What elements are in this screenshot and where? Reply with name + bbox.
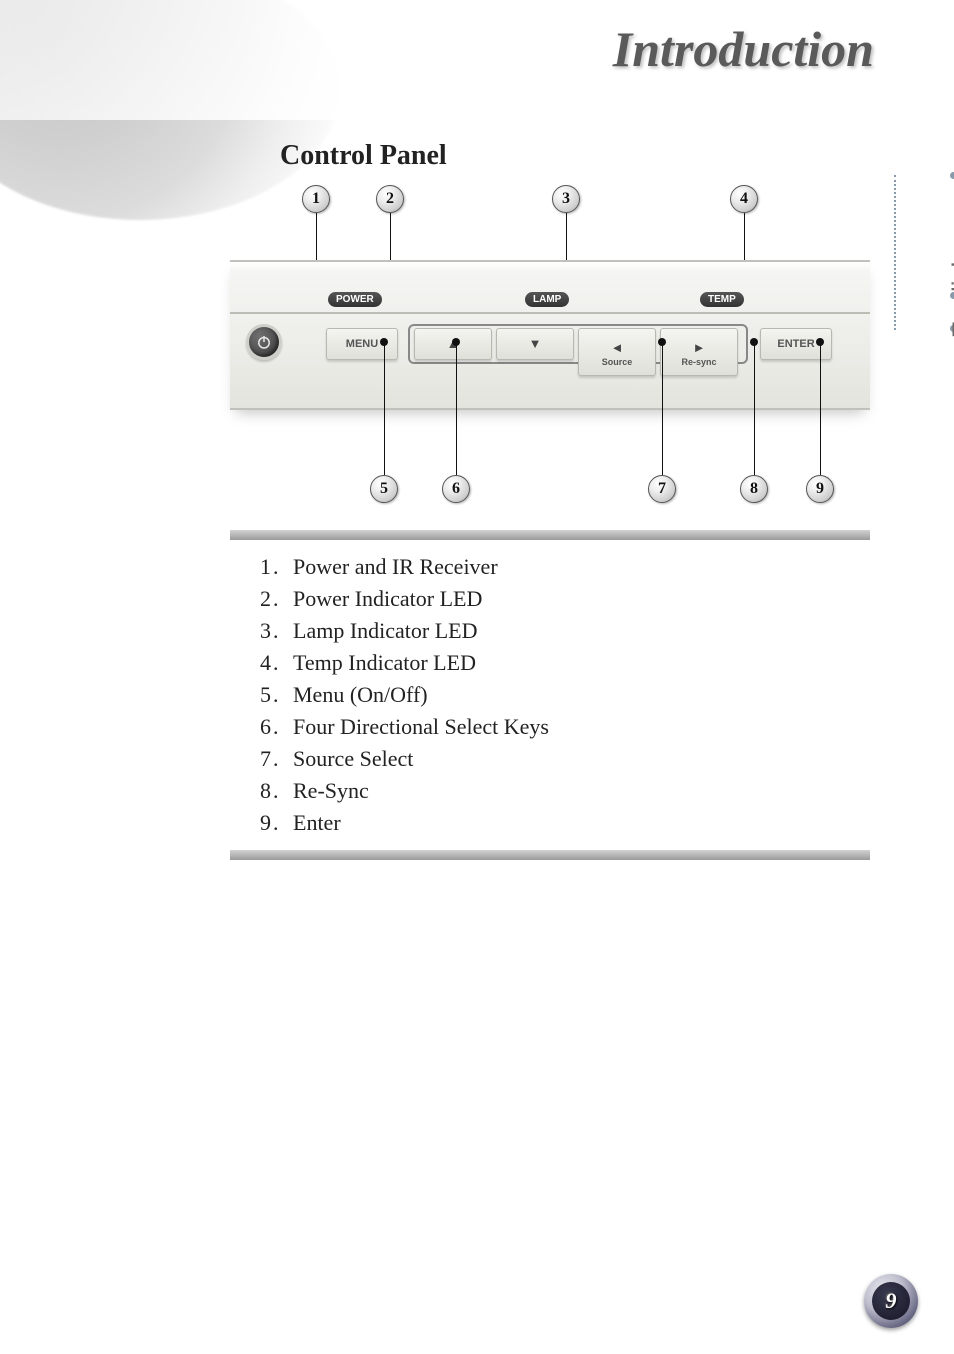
divider-top [230, 530, 870, 540]
callout-1: 1 [302, 185, 330, 213]
legend-item-number: 1 [243, 551, 271, 583]
legend-item-text: Power and IR Receiver [293, 551, 498, 583]
callout-5: 5 [370, 475, 398, 503]
legend-item-text: Four Directional Select Keys [293, 711, 549, 743]
legend-item-text: Menu (On/Off) [293, 679, 428, 711]
legend-item-dot: . [271, 711, 293, 743]
callout-8: 8 [740, 475, 768, 503]
legend-item-number: 9 [243, 807, 271, 839]
legend-item: 9.Enter [243, 807, 549, 839]
legend-item-text: Enter [293, 807, 341, 839]
legend-item: 1.Power and IR Receiver [243, 551, 549, 583]
legend-item: 6.Four Directional Select Keys [243, 711, 549, 743]
legend-item-text: Temp Indicator LED [293, 647, 476, 679]
callout-7: 7 [648, 475, 676, 503]
page-title: Introduction [613, 20, 874, 78]
legend-item-dot: . [271, 743, 293, 775]
callout-dot [380, 338, 388, 346]
panel-seam [230, 312, 870, 314]
legend-item-number: 7 [243, 743, 271, 775]
callout-4: 4 [730, 185, 758, 213]
power-icon [255, 333, 273, 351]
control-panel-diagram: 1 2 3 4 POWER LAMP TEMP MENU ▲ ▼ ◄ Source ►… [230, 185, 870, 505]
callout-line [662, 342, 663, 475]
panel-highlight [230, 262, 870, 272]
legend-item-text: Lamp Indicator LED [293, 615, 478, 647]
legend-item-number: 4 [243, 647, 271, 679]
lamp-led-label: LAMP [525, 292, 569, 307]
legend-item-number: 3 [243, 615, 271, 647]
legend-item-dot: . [271, 615, 293, 647]
callout-line [456, 342, 457, 475]
legend-item-text: Re-Sync [293, 775, 369, 807]
page-number: 9 [872, 1282, 910, 1320]
legend-item-text: Power Indicator LED [293, 583, 482, 615]
callout-dot [452, 338, 460, 346]
arrow-down-icon: ▼ [529, 336, 542, 351]
callout-dot [658, 338, 666, 346]
language-tab: English [894, 175, 954, 330]
legend-item: 7.Source Select [243, 743, 549, 775]
legend-item: 8.Re-Sync [243, 775, 549, 807]
down-key[interactable]: ▼ [496, 328, 574, 360]
legend-item: 5.Menu (On/Off) [243, 679, 549, 711]
callout-dot [750, 338, 758, 346]
legend-item-dot: . [271, 551, 293, 583]
power-button[interactable] [246, 324, 282, 360]
legend-item-number: 5 [243, 679, 271, 711]
source-sublabel: Source [579, 351, 655, 373]
callout-3: 3 [552, 185, 580, 213]
dot-icon [950, 172, 954, 179]
legend-item-number: 2 [243, 583, 271, 615]
legend-item-text: Source Select [293, 743, 413, 775]
left-source-key[interactable]: ◄ Source [578, 328, 656, 376]
legend-item-dot: . [271, 583, 293, 615]
legend-item: 2.Power Indicator LED [243, 583, 549, 615]
legend-item: 3.Lamp Indicator LED [243, 615, 549, 647]
resync-sublabel: Re-sync [661, 351, 737, 373]
callout-dot [816, 338, 824, 346]
callout-9: 9 [806, 475, 834, 503]
device-panel: POWER LAMP TEMP MENU ▲ ▼ ◄ Source ► Re-s… [230, 260, 870, 410]
callout-line [754, 342, 755, 475]
divider-bottom [230, 850, 870, 860]
power-led-label: POWER [328, 292, 382, 307]
callout-line [384, 342, 385, 475]
language-tab-label: English [946, 253, 954, 338]
right-resync-key[interactable]: ► Re-sync [660, 328, 738, 376]
callout-line [820, 342, 821, 475]
temp-led-label: TEMP [700, 292, 744, 307]
legend-item-number: 6 [243, 711, 271, 743]
page-number-badge: 9 [864, 1274, 918, 1328]
legend-item-dot: . [271, 679, 293, 711]
legend-item-dot: . [271, 647, 293, 679]
callout-6: 6 [442, 475, 470, 503]
legend-list: 1.Power and IR Receiver2.Power Indicator… [243, 551, 549, 839]
legend-item-number: 8 [243, 775, 271, 807]
section-title: Control Panel [280, 140, 447, 172]
legend-item-dot: . [271, 775, 293, 807]
callout-2: 2 [376, 185, 404, 213]
legend-item: 4.Temp Indicator LED [243, 647, 549, 679]
legend-item-dot: . [271, 807, 293, 839]
